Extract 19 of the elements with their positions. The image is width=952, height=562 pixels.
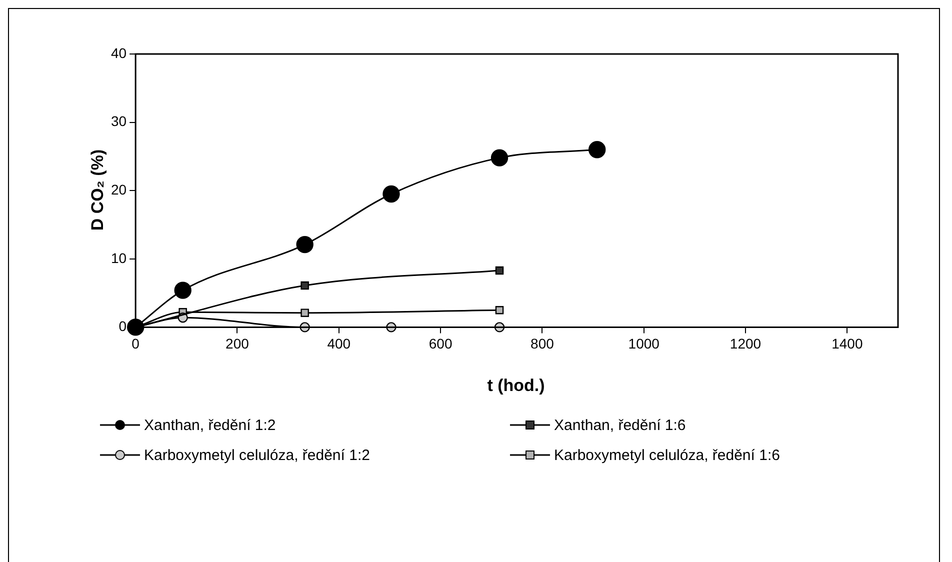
x-tick-label: 600 [428, 335, 452, 352]
legend-label: Xanthan, ředění 1:2 [144, 416, 276, 434]
x-axis-title: t (hod.) [486, 376, 546, 396]
x-tick-label: 0 [132, 335, 140, 352]
y-tick-label: 0 [118, 318, 127, 334]
x-tick-label: 1200 [730, 335, 762, 352]
legend-label: Xanthan, ředění 1:6 [554, 416, 686, 434]
y-axis-title: D CO₂ (%) [88, 149, 108, 231]
y-tick-label: 30 [110, 113, 127, 130]
x-tick-label: 200 [226, 335, 250, 352]
x-tick-label: 1000 [628, 335, 660, 352]
x-tick-label: 400 [327, 335, 351, 352]
legend-label: Karboxymetyl celulóza, ředění 1:2 [144, 446, 370, 464]
y-tick-label: 10 [110, 250, 127, 266]
x-tick-label: 800 [530, 335, 554, 352]
legend-label: Karboxymetyl celulóza, ředění 1:6 [554, 446, 780, 464]
y-tick-label: 20 [110, 181, 127, 198]
y-tick-label: 40 [110, 44, 127, 61]
x-tick-label: 1400 [832, 335, 863, 352]
